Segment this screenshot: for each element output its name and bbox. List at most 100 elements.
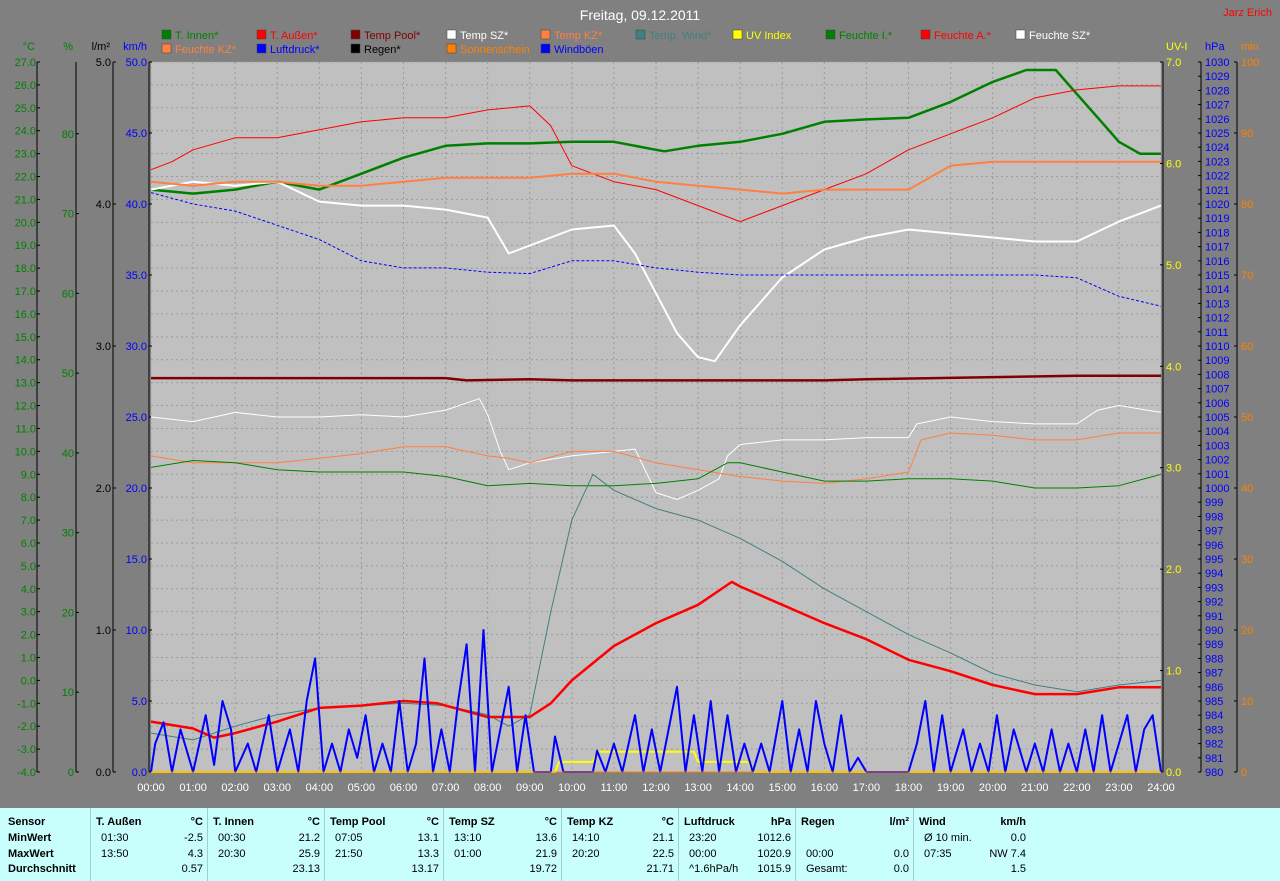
- stats-column-unit: l/m²: [889, 816, 909, 828]
- axis-tick-label-rain: 5.0: [96, 57, 111, 69]
- axis-tick-label-rain: 2.0: [96, 483, 111, 495]
- stats-value-cell: NW 7.4: [989, 848, 1026, 860]
- legend-swatch-sonnenschein: [446, 43, 457, 54]
- axis-header-rain: l/m²: [92, 41, 111, 53]
- axis-tick-label-temp: 27.0: [15, 57, 36, 69]
- axis-tick-label-pressure: 1004: [1205, 426, 1229, 438]
- stats-value-cell: 22.5: [652, 848, 674, 860]
- axis-tick-label-uv: 2.0: [1166, 564, 1181, 576]
- axis-tick-label-temp: 11.0: [15, 423, 36, 435]
- x-tick-label: 18:00: [895, 782, 923, 794]
- stats-column-title: T. Innen: [213, 816, 254, 828]
- axis-tick-label-wind: 45.0: [126, 128, 147, 140]
- axis-tick-label-temp: 23.0: [15, 149, 36, 161]
- x-tick-label: 03:00: [263, 782, 291, 794]
- legend-label-temp_pool: Temp Pool*: [364, 30, 421, 42]
- series-layer: [150, 68, 1162, 773]
- axis-tick-label-pressure: 1001: [1205, 469, 1229, 481]
- x-tick-label: 15:00: [768, 782, 796, 794]
- stats-time-cell: 07:05: [335, 832, 363, 844]
- axis-tick-label-pressure: 992: [1205, 597, 1223, 609]
- axis-tick-label-pressure: 1014: [1205, 284, 1229, 296]
- axis-tick-label-temp: 15.0: [15, 332, 36, 344]
- legend-label-feuchte_i: Feuchte I.*: [839, 30, 893, 42]
- axis-tick-label-temp: 21.0: [15, 194, 36, 206]
- stats-value-cell: 25.9: [298, 848, 320, 860]
- stats-value-cell: 21.2: [298, 832, 320, 844]
- axis-tick-label-pressure: 1006: [1205, 398, 1229, 410]
- axis-tick-label-pressure: 1015: [1205, 270, 1229, 282]
- stats-time-cell: Gesamt:: [806, 863, 848, 875]
- axis-tick-label-humidity: 70: [62, 209, 74, 221]
- axis-tick-label-pressure: 981: [1205, 753, 1223, 765]
- axis-tick-label-pressure: 1029: [1205, 71, 1229, 83]
- series-line-feuchte_a: [150, 85, 1161, 223]
- axis-tick-label-temp: 14.0: [15, 355, 36, 367]
- axis-header-pressure: hPa: [1205, 41, 1225, 53]
- x-tick-label: 22:00: [1063, 782, 1091, 794]
- stats-value-cell: 1.5: [1010, 863, 1026, 875]
- axis-tick-label-rain: 3.0: [96, 341, 111, 353]
- axis-tick-label-pressure: 993: [1205, 582, 1223, 594]
- legend-swatch-uv: [732, 29, 743, 40]
- stats-column-title: Temp Pool: [330, 816, 386, 828]
- stats-value-cell: 1012.6: [757, 832, 791, 844]
- legend-swatch-temp_wind: [635, 29, 646, 40]
- axis-tick-label-pressure: 982: [1205, 739, 1223, 751]
- stats-time-cell: 13:50: [101, 848, 129, 860]
- axis-tick-label-sun: 90: [1241, 128, 1253, 140]
- axis-header-wind: km/h: [123, 41, 147, 53]
- x-tick-label: 16:00: [811, 782, 839, 794]
- axis-tick-label-temp: 20.0: [15, 217, 36, 229]
- x-tick-label: 02:00: [221, 782, 249, 794]
- axis-tick-label-pressure: 999: [1205, 497, 1223, 509]
- axis-tick-label-pressure: 1027: [1205, 100, 1229, 112]
- stats-time-cell: 20:30: [218, 848, 246, 860]
- legend-swatch-temp_kz: [540, 29, 551, 40]
- legend-swatch-windboeen: [540, 43, 551, 54]
- x-tick-label: 08:00: [474, 782, 502, 794]
- x-tick-label: 00:00: [137, 782, 165, 794]
- axis-tick-label-pressure: 1012: [1205, 313, 1229, 325]
- axis-tick-label-uv: 5.0: [1166, 260, 1181, 272]
- stats-value-cell: 13.1: [417, 832, 439, 844]
- axis-tick-label-temp: 1.0: [21, 652, 36, 664]
- axis-tick-label-humidity: 0: [68, 767, 74, 779]
- stats-row-label: MaxWert: [8, 848, 54, 860]
- axis-tick-label-pressure: 1023: [1205, 156, 1229, 168]
- axis-tick-label-humidity: 60: [62, 288, 74, 300]
- legend-label-temp_wind: Temp. Wind*: [649, 30, 712, 42]
- statistics-panel: Sensor MinWert MaxWert Durchschnitt T. Außen…: [0, 808, 1280, 881]
- legend-label-feuchte_kz: Feuchte KZ*: [175, 44, 237, 56]
- stats-value-cell: 13.3: [417, 848, 439, 860]
- axis-tick-label-uv: 4.0: [1166, 361, 1181, 373]
- stats-row-label: Durchschnitt: [8, 863, 76, 875]
- axis-tick-label-sun: 100: [1241, 57, 1259, 69]
- axis-tick-label-humidity: 80: [62, 129, 74, 141]
- axis-tick-label-temp: 19.0: [15, 240, 36, 252]
- x-tick-label: 17:00: [853, 782, 881, 794]
- stats-column: Temp Pool °C 07:05 13.1 21:50 13.3 13.17: [324, 808, 443, 881]
- stats-time-cell: 01:00: [454, 848, 482, 860]
- legend: T. Innen* T. Außen* Temp Pool* Temp SZ* Temp…: [161, 29, 1091, 56]
- axis-tick-label-pressure: 1002: [1205, 455, 1229, 467]
- series-line-temp_kz: [150, 432, 1161, 484]
- axis-tick-label-temp: 4.0: [21, 584, 36, 596]
- axis-tick-label-uv: 0.0: [1166, 767, 1181, 779]
- stats-column-unit: °C: [661, 816, 674, 828]
- stats-column-title: Luftdruck: [684, 816, 735, 828]
- series-line-t_innen: [150, 460, 1162, 489]
- chart-title: Freitag, 09.12.2011: [580, 7, 701, 23]
- x-tick-label: 12:00: [642, 782, 670, 794]
- axis-header-sun: min: [1241, 41, 1259, 53]
- axis-tick-label-pressure: 1026: [1205, 114, 1229, 126]
- stats-time-cell: 20:20: [572, 848, 600, 860]
- axis-tick-label-temp: 16.0: [15, 309, 36, 321]
- axis-tick-label-pressure: 1013: [1205, 298, 1229, 310]
- axis-tick-label-pressure: 1028: [1205, 85, 1229, 97]
- axis-tick-label-pressure: 1008: [1205, 369, 1229, 381]
- axis-tick-label-uv: 1.0: [1166, 666, 1181, 678]
- axis-tick-label-temp: 9.0: [21, 469, 36, 481]
- axis-tick-label-humidity: 40: [62, 448, 74, 460]
